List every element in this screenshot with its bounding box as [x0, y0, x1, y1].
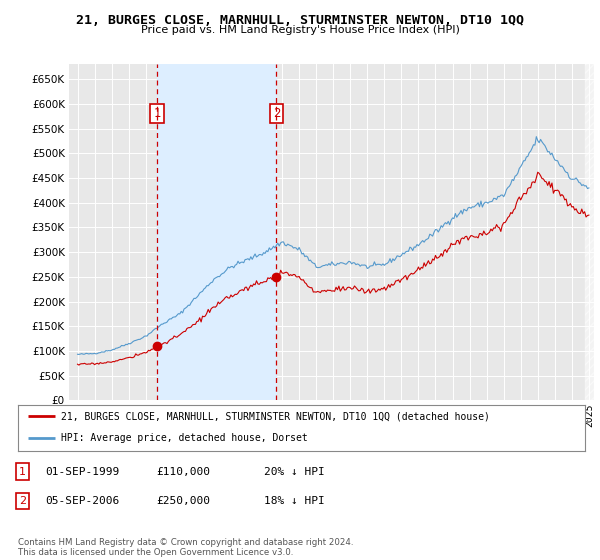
Text: Price paid vs. HM Land Registry's House Price Index (HPI): Price paid vs. HM Land Registry's House … [140, 25, 460, 35]
Text: 01-SEP-1999: 01-SEP-1999 [45, 466, 119, 477]
Text: 1: 1 [19, 466, 26, 477]
Text: 21, BURGES CLOSE, MARNHULL, STURMINSTER NEWTON, DT10 1QQ (detached house): 21, BURGES CLOSE, MARNHULL, STURMINSTER … [61, 412, 490, 421]
Text: 21, BURGES CLOSE, MARNHULL, STURMINSTER NEWTON, DT10 1QQ: 21, BURGES CLOSE, MARNHULL, STURMINSTER … [76, 14, 524, 27]
Text: Contains HM Land Registry data © Crown copyright and database right 2024.
This d: Contains HM Land Registry data © Crown c… [18, 538, 353, 557]
Text: HPI: Average price, detached house, Dorset: HPI: Average price, detached house, Dors… [61, 433, 307, 443]
Text: 2: 2 [272, 108, 280, 120]
Bar [157, 64, 277, 400]
Text: 05-SEP-2006: 05-SEP-2006 [45, 496, 119, 506]
Text: 20% ↓ HPI: 20% ↓ HPI [264, 466, 325, 477]
Bar [586, 64, 594, 400]
Text: £110,000: £110,000 [156, 466, 210, 477]
Text: 2: 2 [19, 496, 26, 506]
Text: 18% ↓ HPI: 18% ↓ HPI [264, 496, 325, 506]
Text: £250,000: £250,000 [156, 496, 210, 506]
Text: 1: 1 [154, 108, 161, 120]
